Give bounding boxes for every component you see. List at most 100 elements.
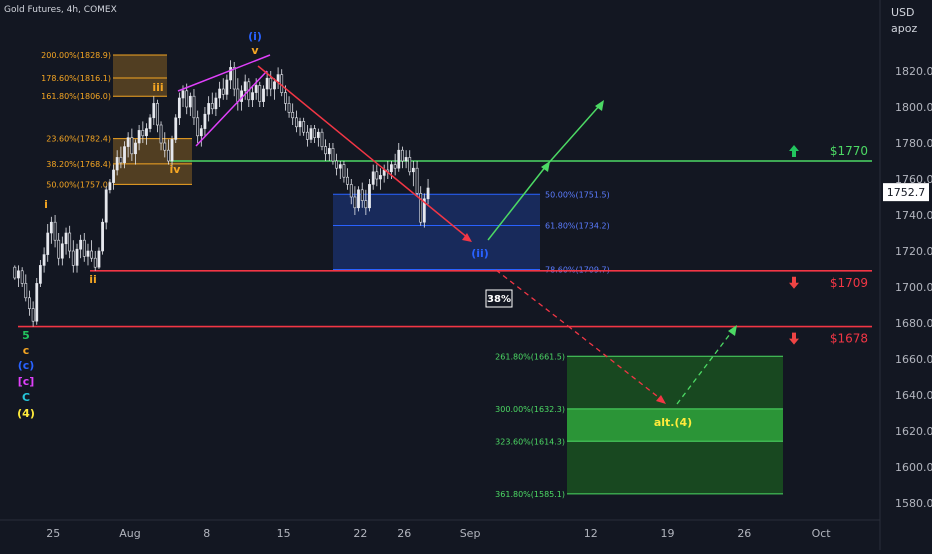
fib-label-upper: 200.00%(1828.9): [41, 51, 111, 60]
candle: [53, 221, 57, 241]
candle: [174, 117, 178, 140]
candle: [295, 117, 298, 128]
candle: [75, 248, 79, 266]
alt-down-arrowhead: [656, 395, 666, 404]
candle: [64, 232, 68, 245]
candle: [251, 92, 254, 101]
candle: [196, 117, 200, 137]
x-tick-label: 12: [584, 527, 598, 540]
candle: [90, 250, 94, 259]
candle: [79, 239, 83, 250]
candle: [152, 103, 156, 119]
candle: [38, 265, 42, 284]
fib-label-green: 323.60%(1614.3): [495, 437, 565, 446]
candle: [199, 128, 203, 137]
candle: [232, 67, 236, 90]
y-tick-label: 1720.0: [895, 245, 932, 258]
fib-box-blue: [333, 194, 540, 270]
candle: [284, 92, 287, 104]
candle: [327, 148, 331, 155]
probability-badge-label: 38%: [487, 294, 511, 305]
candle: [104, 189, 108, 223]
candle: [141, 130, 145, 137]
candle: [101, 221, 104, 252]
fib-label-upper: 161.80%(1806.0): [41, 92, 111, 101]
candle: [115, 157, 119, 171]
candle: [137, 130, 141, 144]
candle: [316, 131, 320, 138]
y-tick-label: 1600.0: [895, 461, 932, 474]
candle: [346, 176, 349, 185]
forecast-up-line-2: [545, 104, 601, 167]
candle: [119, 157, 123, 164]
scale-label: apoz: [891, 22, 918, 35]
candle: [419, 193, 423, 223]
wave-label: (ii): [471, 247, 489, 260]
x-tick-label: 8: [203, 527, 210, 540]
fib-label-lower: 50.00%(1757.0): [46, 180, 111, 189]
candle: [68, 232, 72, 252]
level-label: $1709: [830, 276, 868, 290]
x-tick-label: 25: [46, 527, 60, 540]
candle: [243, 81, 247, 92]
candle: [188, 95, 192, 108]
wave-label: iv: [170, 163, 182, 176]
candle: [368, 184, 371, 209]
candle: [379, 175, 382, 180]
candle: [393, 164, 397, 169]
y-tick-label: 1780.0: [895, 137, 932, 150]
candle: [229, 67, 232, 81]
candle: [276, 74, 280, 83]
candle: [192, 95, 196, 119]
fib-label-green: 261.80%(1661.5): [495, 352, 565, 361]
candle: [130, 137, 134, 155]
candle: [305, 131, 309, 140]
forecast-up-line-1: [487, 165, 547, 241]
wave-label: (i): [248, 30, 262, 43]
wave-label: v: [251, 44, 259, 57]
candle: [24, 283, 28, 299]
candle: [258, 85, 262, 102]
wave-label: (4): [17, 407, 35, 420]
wedge-line-upper: [177, 54, 271, 92]
wave-label: C: [22, 391, 30, 404]
candle: [177, 97, 181, 119]
alt-path-down-1: [495, 269, 569, 327]
candle: [335, 160, 338, 169]
fib-box-green-core: [567, 408, 783, 442]
wedge-line-lower: [195, 70, 268, 147]
candle: [287, 103, 291, 113]
x-tick-label: 19: [661, 527, 675, 540]
candle: [42, 254, 46, 266]
candle: [357, 189, 360, 209]
candle: [71, 250, 75, 266]
candle: [49, 221, 53, 234]
candle: [148, 117, 152, 129]
candle: [422, 198, 426, 223]
x-tick-label: 22: [353, 527, 367, 540]
candle: [181, 90, 185, 99]
candle: [13, 266, 17, 279]
candle: [108, 182, 112, 191]
down-arrow-icon: [789, 332, 799, 345]
candle: [254, 85, 258, 93]
candle: [236, 88, 240, 102]
x-tick-label: Aug: [119, 527, 140, 540]
candle: [280, 74, 284, 93]
candle: [203, 113, 207, 129]
candle: [360, 189, 364, 201]
candle: [291, 112, 295, 119]
candle: [371, 171, 375, 185]
candle: [57, 239, 61, 259]
candle: [262, 88, 265, 102]
candle: [134, 142, 137, 155]
fib-box-upper: [113, 54, 167, 97]
candle: [28, 297, 31, 309]
candle: [408, 157, 412, 173]
fib-label-blue: 61.80%(1734.2): [545, 221, 610, 230]
wave-label: (c): [18, 359, 35, 372]
fib-label-blue: 50.00%(1751.5): [545, 190, 610, 199]
candle: [214, 97, 218, 110]
candle: [163, 142, 167, 151]
